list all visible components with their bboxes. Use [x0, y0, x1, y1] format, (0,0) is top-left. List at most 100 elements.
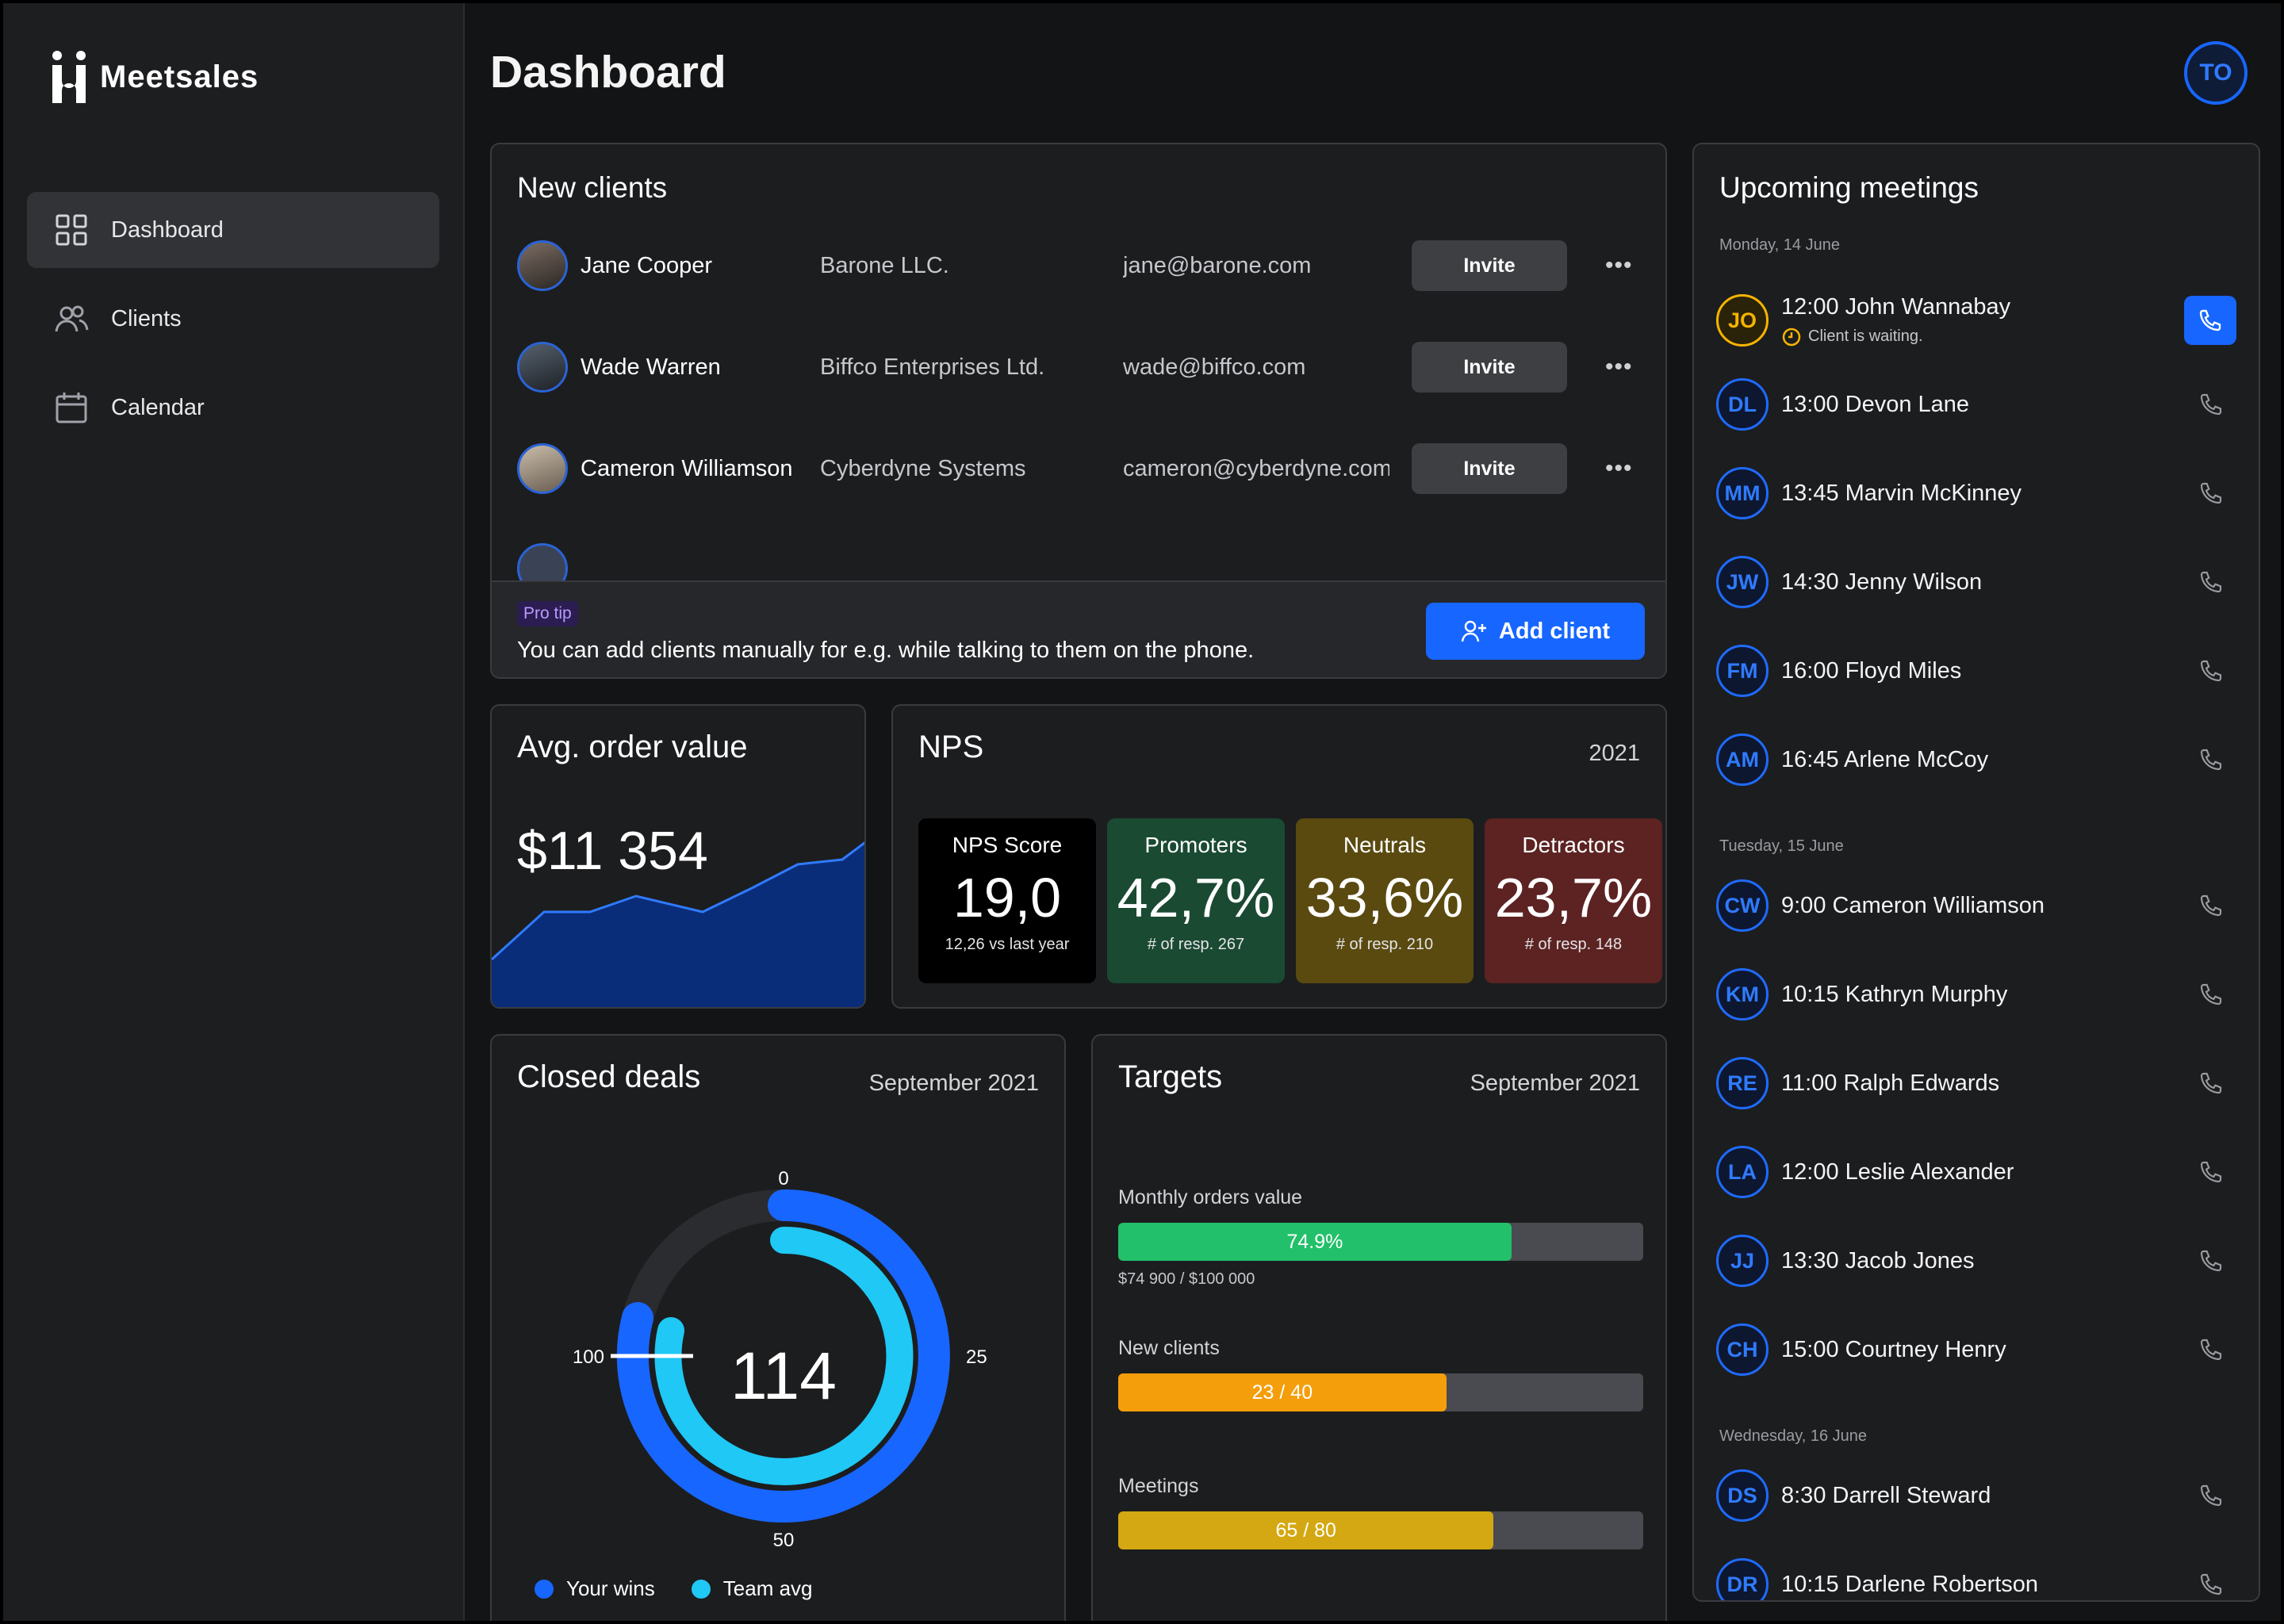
phone-icon [2200, 1573, 2222, 1595]
nps-box-foot: 12,26 vs last year [945, 936, 1070, 953]
call-button[interactable] [2194, 888, 2228, 923]
avg-order-title: Avg. order value [517, 730, 748, 764]
meeting-title: 12:00 John Wannabay [1781, 293, 2011, 320]
call-button[interactable] [2194, 977, 2228, 1012]
call-button[interactable] [2194, 742, 2228, 777]
more-options-icon[interactable]: ••• [1605, 354, 1633, 380]
target-progress-fill: 74.9% [1118, 1223, 1512, 1261]
phone-icon [2200, 660, 2222, 682]
meeting-row[interactable]: CH 15:00 Courtney Henry [1716, 1321, 2236, 1378]
client-row[interactable]: Jane Cooper Barone LLC. jane@barone.com … [517, 238, 1643, 293]
avg-order-card: Avg. order value $11 354 [490, 704, 866, 1009]
nps-box-label: Neutrals [1343, 833, 1427, 857]
nps-box-label: Detractors [1522, 833, 1625, 857]
phone-icon [2200, 1072, 2222, 1094]
meeting-row[interactable]: FM 16:00 Floyd Miles [1716, 642, 2236, 699]
meeting-title: 16:45 Arlene McCoy [1781, 746, 1989, 772]
meeting-row[interactable]: LA 12:00 Leslie Alexander [1716, 1143, 2236, 1201]
meeting-avatar: JW [1716, 556, 1769, 608]
day-label: Wednesday, 16 June [1719, 1427, 1868, 1445]
client-email: cameron@cyberdyne.com [1123, 455, 1389, 481]
legend-team-avg: Team avg [691, 1576, 813, 1601]
upcoming-meetings-card: Upcoming meetings Monday, 14 June JO 12:… [1692, 143, 2260, 1602]
nps-box-value: 23,7% [1494, 867, 1653, 929]
meeting-row[interactable]: JW 14:30 Jenny Wilson [1716, 553, 2236, 611]
call-button[interactable] [2194, 1066, 2228, 1101]
meeting-row[interactable]: CW 9:00 Cameron Williamson [1716, 877, 2236, 934]
call-button[interactable] [2194, 387, 2228, 422]
nps-box-foot: # of resp. 148 [1524, 936, 1623, 953]
call-button[interactable] [2194, 1332, 2228, 1367]
meeting-row[interactable]: DS 8:30 Darrell Steward [1716, 1467, 2236, 1524]
user-avatar[interactable]: TO [2184, 41, 2248, 105]
meeting-row[interactable]: DR 10:15 Darlene Robertson [1716, 1556, 2236, 1600]
meeting-title: 10:15 Darlene Robertson [1781, 1571, 2039, 1597]
invite-button[interactable]: Invite [1412, 443, 1567, 494]
phone-icon [2200, 393, 2222, 416]
meeting-avatar: DS [1716, 1469, 1769, 1522]
your-wins-arc [616, 1189, 950, 1522]
meeting-row[interactable]: KM 10:15 Kathryn Murphy [1716, 966, 2236, 1023]
brand[interactable]: Meetsales [51, 51, 259, 103]
phone-icon [2200, 983, 2222, 1005]
nps-box-value: 33,6% [1305, 867, 1464, 929]
meeting-title: 13:00 Devon Lane [1781, 391, 1970, 417]
invite-button[interactable]: Invite [1412, 342, 1567, 393]
call-button[interactable] [2194, 653, 2228, 688]
phone-icon [2200, 894, 2222, 917]
client-avatar [517, 443, 568, 494]
tick-top: 0 [778, 1168, 788, 1189]
nps-box-label: NPS Score [952, 833, 1063, 857]
tick-right: 25 [966, 1346, 987, 1368]
call-button[interactable] [2194, 1567, 2228, 1600]
legend-your-wins: Your wins [535, 1576, 655, 1601]
nps-score-box: NPS Score 19,0 12,26 vs last year [918, 818, 1096, 983]
tick-left: 100 [573, 1346, 604, 1368]
sidebar-item-calendar[interactable]: Calendar [27, 370, 439, 446]
invite-button[interactable]: Invite [1412, 240, 1567, 291]
nps-promoters-box: Promoters 42,7% # of resp. 267 [1107, 818, 1285, 983]
client-row[interactable]: Cameron Williamson Cyberdyne Systems cam… [517, 441, 1643, 496]
target-progress-bar: 65 / 80 [1118, 1511, 1643, 1549]
target-progress-fill: 23 / 40 [1118, 1373, 1447, 1411]
call-button[interactable] [2194, 1155, 2228, 1189]
meeting-row[interactable]: AM 16:45 Arlene McCoy [1716, 731, 2236, 788]
call-button[interactable] [2194, 565, 2228, 599]
meeting-row[interactable]: DL 13:00 Devon Lane [1716, 376, 2236, 433]
client-name: Cameron Williamson [581, 455, 793, 481]
targets-period: September 2021 [1470, 1071, 1640, 1096]
tick-bottom: 50 [773, 1530, 795, 1551]
nps-title: NPS [918, 730, 984, 764]
nps-box-label: Promoters [1144, 833, 1247, 857]
more-options-icon[interactable]: ••• [1605, 252, 1633, 278]
client-name: Jane Cooper [581, 252, 713, 278]
meeting-avatar: JJ [1716, 1235, 1769, 1287]
call-button[interactable] [2194, 1478, 2228, 1513]
avg-order-area-chart [492, 841, 864, 1007]
closed-deals-radial-chart: 114 0 25 50 100 [573, 1168, 987, 1551]
meeting-row[interactable]: RE 11:00 Ralph Edwards [1716, 1055, 2236, 1112]
sidebar-item-dashboard[interactable]: Dashboard [27, 192, 439, 268]
meeting-row[interactable]: MM 13:45 Marvin McKinney [1716, 465, 2236, 522]
client-row[interactable]: Wade Warren Biffco Enterprises Ltd. wade… [517, 339, 1643, 395]
nps-detractors-box: Detractors 23,7% # of resp. 148 [1485, 818, 1662, 983]
page-title: Dashboard [490, 47, 726, 98]
meeting-row[interactable]: JJ 13:30 Jacob Jones [1716, 1232, 2236, 1289]
meeting-avatar: FM [1716, 645, 1769, 697]
call-button[interactable] [2194, 1243, 2228, 1278]
more-options-icon[interactable]: ••• [1605, 455, 1633, 481]
add-client-button[interactable]: Add client [1426, 603, 1645, 660]
sidebar-item-clients[interactable]: Clients [27, 281, 439, 357]
call-button[interactable] [2184, 296, 2236, 345]
legend-label: Your wins [566, 1576, 655, 1600]
day-label: Monday, 14 June [1719, 236, 1840, 254]
meeting-title: 14:30 Jenny Wilson [1781, 569, 1983, 595]
phone-icon [2200, 482, 2222, 504]
meeting-row-highlighted[interactable]: JO 12:00 John Wannabay Client is waiting… [1716, 284, 2236, 357]
nps-neutrals-box: Neutrals 33,6% # of resp. 210 [1296, 818, 1473, 983]
meeting-text-block: 12:00 John Wannabay Client is waiting. [1781, 294, 2184, 347]
call-button[interactable] [2194, 476, 2228, 511]
meeting-title: 16:00 Floyd Miles [1781, 657, 1962, 684]
nps-box-foot: # of resp. 210 [1336, 936, 1434, 953]
